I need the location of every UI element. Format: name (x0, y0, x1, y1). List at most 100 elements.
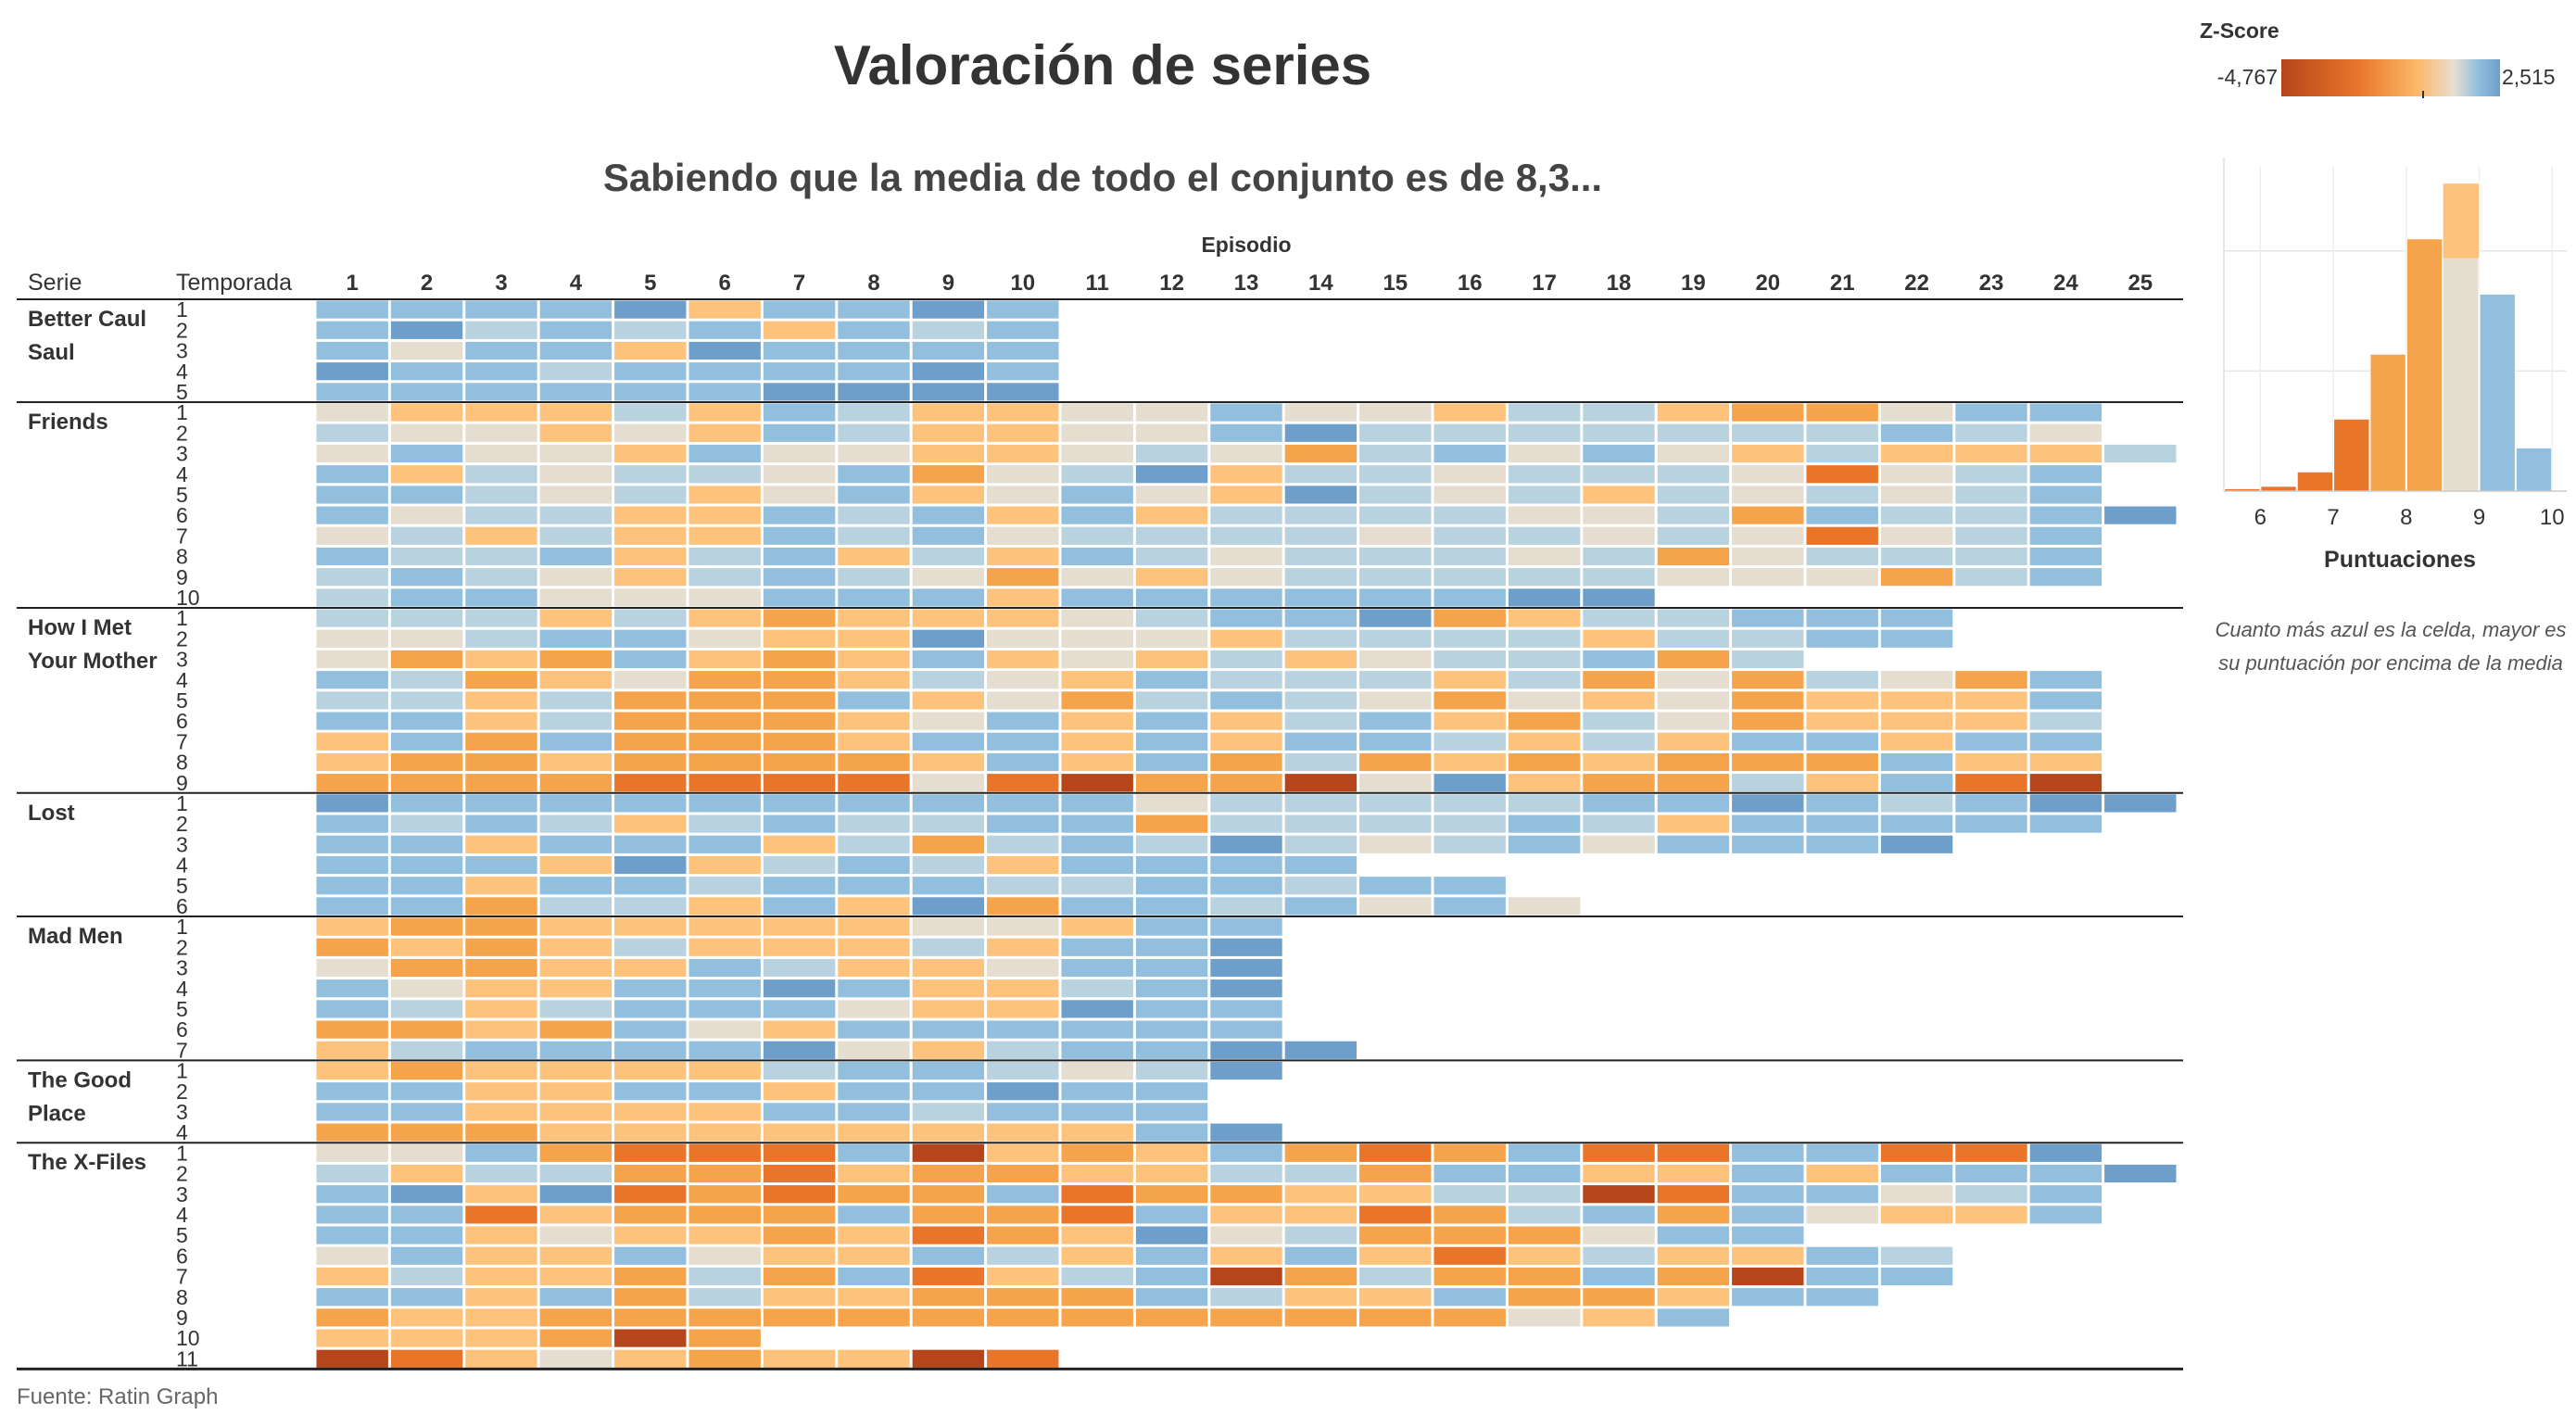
heatmap-cell (987, 526, 1059, 545)
heatmap-cell (1135, 609, 1208, 627)
heatmap-cell (1135, 1164, 1208, 1183)
heatmap-cell (2029, 671, 2102, 689)
heatmap-cell (1955, 423, 2027, 442)
season-label: 6 (176, 1244, 188, 1268)
heatmap-cell (614, 588, 687, 607)
season-label: 1 (176, 400, 188, 424)
heatmap-cell (1359, 774, 1432, 792)
heatmap-cell (2104, 506, 2177, 524)
heatmap-cell (1135, 423, 1208, 442)
heatmap-cell (316, 958, 388, 978)
heatmap-cell (688, 1246, 761, 1265)
season-label: 2 (176, 1162, 188, 1186)
heatmap-cell (1880, 794, 1953, 813)
heatmap-cell (1583, 526, 1655, 545)
serie-column-header: Serie (28, 270, 82, 296)
heatmap-cell (838, 794, 910, 813)
heatmap-cell (316, 506, 388, 524)
heatmap-cell (465, 691, 537, 710)
heatmap-cell (1880, 774, 1953, 792)
heatmap-cell (987, 486, 1059, 504)
heatmap-cell (1359, 423, 1432, 442)
heatmap-cell (912, 383, 985, 401)
heatmap-cell (1433, 774, 1506, 792)
episode-tick-label: 10 (1010, 271, 1035, 296)
heatmap-cell (614, 774, 687, 792)
heatmap-cell (1806, 423, 1878, 442)
heatmap-cell (539, 835, 612, 853)
heatmap-cell (614, 1329, 687, 1347)
heatmap-cell (1135, 588, 1208, 607)
heatmap-cell (1508, 609, 1581, 627)
heatmap-cell (1508, 444, 1581, 463)
heatmap-cell (390, 1143, 463, 1162)
heatmap-cell (465, 938, 537, 956)
heatmap-cell (1061, 1000, 1133, 1018)
heatmap-cell (1210, 1226, 1282, 1244)
heatmap-cell (1433, 1308, 1506, 1327)
heatmap-cell (763, 465, 836, 484)
heatmap-cell (539, 732, 612, 751)
heatmap-cell (1284, 794, 1357, 813)
heatmap-cell (1806, 691, 1878, 710)
heatmap-cell (987, 300, 1059, 319)
heatmap-cell (1657, 650, 1730, 669)
heatmap-cell (1732, 752, 1804, 772)
season-label: 3 (176, 956, 188, 980)
heatmap-cell (1508, 1143, 1581, 1162)
heatmap-cell (1210, 403, 1282, 422)
heatmap-cell (1508, 712, 1581, 730)
heatmap-cell (614, 815, 687, 833)
histogram-tick-label: 10 (2540, 505, 2565, 530)
heatmap-cell (1583, 465, 1655, 484)
heatmap-cell (390, 321, 463, 339)
heatmap-cell (1508, 547, 1581, 566)
episode-tick-label: 25 (2128, 271, 2153, 296)
heatmap-cell (1210, 465, 1282, 484)
legend-color-scale[interactable] (2281, 59, 2500, 96)
heatmap-cell (1508, 1226, 1581, 1244)
heatmap-cell (539, 423, 612, 442)
heatmap-cell (1135, 979, 1208, 998)
heatmap-cell (763, 1000, 836, 1018)
season-label: 10 (176, 1326, 200, 1350)
heatmap-cell (1583, 650, 1655, 669)
heatmap-cell (1284, 650, 1357, 669)
heatmap-cell (1583, 1143, 1655, 1162)
heatmap-cell (1359, 1206, 1432, 1224)
heatmap-cell (1955, 444, 2027, 463)
heatmap-cell (2029, 815, 2102, 833)
heatmap-cell (614, 609, 687, 627)
series-name: Place (28, 1101, 86, 1126)
season-label: 1 (176, 915, 188, 939)
histogram-bar (2406, 238, 2443, 492)
heatmap-cell (1955, 526, 2027, 545)
heatmap-cell (390, 1020, 463, 1039)
heatmap-cell (1508, 465, 1581, 484)
heatmap-cell (688, 1308, 761, 1327)
heatmap-cell (614, 321, 687, 339)
heatmap-cell (316, 1143, 388, 1162)
heatmap-cell (390, 1226, 463, 1244)
heatmap-cell (688, 691, 761, 710)
heatmap-cell (1657, 1185, 1730, 1204)
heatmap-cell (763, 1020, 836, 1039)
heatmap-cell (316, 568, 388, 587)
heatmap-cell (1135, 855, 1208, 875)
heatmap-cell (1583, 732, 1655, 751)
heatmap-cell (912, 712, 985, 730)
heatmap-cell (316, 1308, 388, 1327)
heatmap-cell (614, 835, 687, 853)
heatmap-cell (1061, 1185, 1133, 1204)
heatmap-cell (1657, 609, 1730, 627)
heatmap-cell (912, 1308, 985, 1327)
heatmap-cell (1135, 506, 1208, 524)
season-label: 6 (176, 1017, 188, 1042)
heatmap-cell (838, 1020, 910, 1039)
heatmap-cell (316, 1329, 388, 1347)
heatmap-cell (316, 712, 388, 730)
heatmap-cell (1061, 752, 1133, 772)
heatmap-cell (1061, 547, 1133, 566)
